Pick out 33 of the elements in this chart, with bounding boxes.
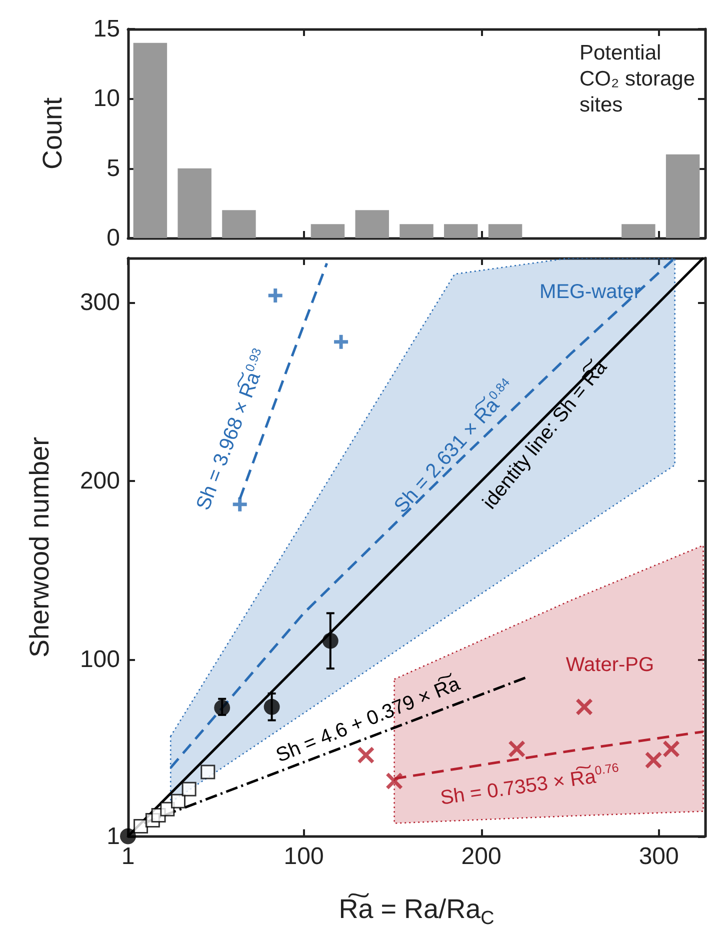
annotation: MEG-water xyxy=(539,281,641,303)
y-axis-title: Sherwood number xyxy=(24,436,54,658)
x-tick-label: 200 xyxy=(461,842,502,870)
annotation: Sh = 3.968 × R͠a0.93 xyxy=(190,346,266,514)
y-tick-label: 10 xyxy=(93,85,120,112)
point xyxy=(576,698,594,716)
point xyxy=(332,333,350,351)
point xyxy=(508,740,526,758)
point xyxy=(644,751,662,769)
point xyxy=(662,740,680,758)
y-tick-label: 1 xyxy=(106,822,120,850)
annotation: Potential CO₂ storage sites xyxy=(579,42,695,116)
point xyxy=(182,782,196,796)
point xyxy=(322,632,338,649)
x-tick-label: 300 xyxy=(638,842,679,870)
y-tick-label: 0 xyxy=(106,224,120,252)
point xyxy=(214,700,230,716)
point xyxy=(170,794,186,808)
y-tick-label: 300 xyxy=(80,289,120,316)
y-tick-label: 15 xyxy=(93,16,120,42)
point xyxy=(266,286,284,304)
point xyxy=(357,746,375,764)
point xyxy=(231,496,249,514)
x-tick-label: 100 xyxy=(284,842,324,870)
y-tick-label: 100 xyxy=(80,646,120,674)
y-tick-label: 200 xyxy=(80,468,120,495)
point xyxy=(386,772,404,790)
point xyxy=(200,764,216,780)
y-tick-label: 5 xyxy=(106,154,120,182)
y-axis-title: Count xyxy=(38,96,68,170)
point xyxy=(264,698,280,715)
point xyxy=(120,828,136,844)
annotation: Water-PG xyxy=(566,654,654,676)
